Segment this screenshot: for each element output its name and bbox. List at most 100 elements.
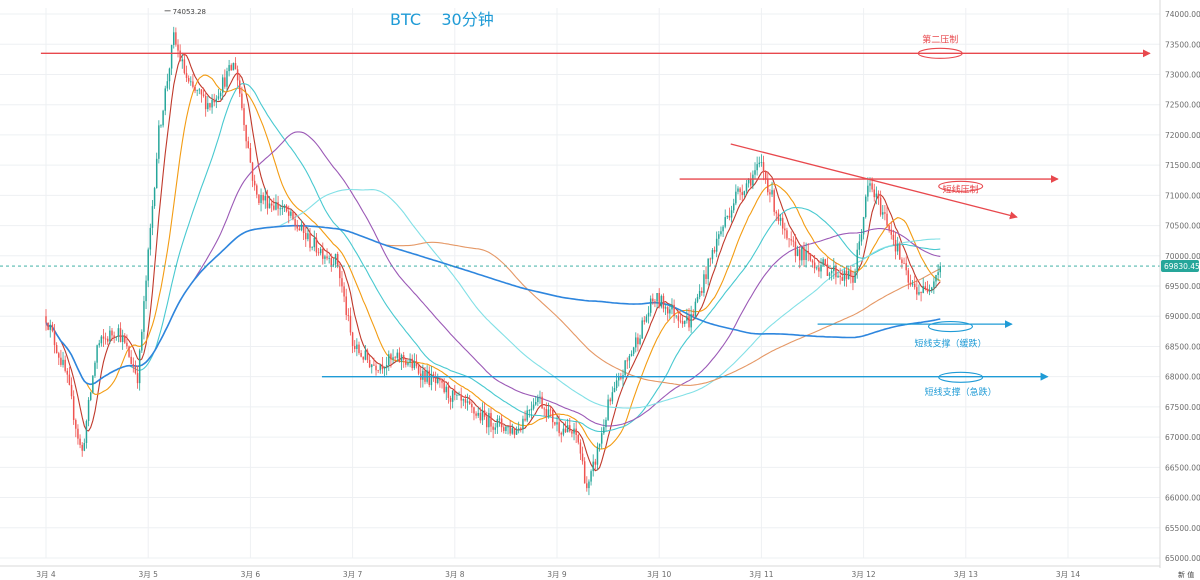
candle[interactable] bbox=[300, 219, 303, 232]
candle[interactable] bbox=[666, 305, 669, 321]
candle[interactable] bbox=[471, 401, 473, 414]
candle[interactable] bbox=[579, 439, 582, 460]
candle[interactable] bbox=[319, 246, 322, 256]
candle[interactable] bbox=[554, 421, 556, 426]
candle[interactable] bbox=[215, 95, 218, 109]
candle[interactable] bbox=[532, 398, 535, 411]
candle[interactable] bbox=[349, 307, 352, 336]
candle[interactable] bbox=[211, 94, 213, 114]
candle[interactable] bbox=[779, 214, 782, 226]
candle[interactable] bbox=[583, 457, 586, 484]
candle[interactable] bbox=[530, 401, 533, 419]
candle[interactable] bbox=[72, 390, 75, 425]
candle[interactable] bbox=[899, 241, 901, 260]
candle[interactable] bbox=[356, 338, 358, 357]
candle[interactable] bbox=[298, 225, 301, 231]
candle[interactable] bbox=[771, 181, 773, 197]
candle[interactable] bbox=[658, 288, 660, 309]
candle[interactable] bbox=[460, 387, 462, 409]
candle[interactable] bbox=[509, 420, 511, 436]
candle[interactable] bbox=[68, 366, 71, 386]
candle[interactable] bbox=[185, 65, 188, 82]
candle[interactable] bbox=[916, 279, 918, 301]
candle[interactable] bbox=[217, 88, 220, 101]
candle[interactable] bbox=[441, 378, 443, 389]
candle[interactable] bbox=[639, 334, 641, 346]
candle[interactable] bbox=[134, 360, 137, 375]
candle[interactable] bbox=[556, 416, 558, 432]
candle[interactable] bbox=[524, 410, 526, 422]
candle[interactable] bbox=[383, 366, 386, 378]
candle[interactable] bbox=[381, 356, 384, 374]
candle[interactable] bbox=[522, 415, 524, 434]
candle[interactable] bbox=[445, 384, 448, 400]
candle[interactable] bbox=[145, 275, 147, 310]
candle[interactable] bbox=[637, 333, 639, 352]
candle[interactable] bbox=[911, 280, 914, 287]
candle[interactable] bbox=[443, 378, 445, 394]
candle[interactable] bbox=[332, 258, 335, 268]
candle[interactable] bbox=[758, 156, 761, 168]
candle[interactable] bbox=[419, 367, 422, 388]
candle[interactable] bbox=[415, 354, 418, 369]
candle[interactable] bbox=[264, 188, 267, 209]
candle[interactable] bbox=[409, 353, 411, 368]
candle[interactable] bbox=[686, 308, 688, 324]
candle[interactable] bbox=[251, 161, 254, 188]
candle[interactable] bbox=[405, 358, 407, 368]
candle[interactable] bbox=[711, 248, 714, 264]
candle[interactable] bbox=[505, 425, 507, 435]
candle[interactable] bbox=[577, 433, 580, 445]
candle[interactable] bbox=[138, 348, 141, 391]
candle[interactable] bbox=[798, 246, 801, 269]
candle[interactable] bbox=[437, 373, 439, 385]
candle[interactable] bbox=[830, 267, 833, 281]
candle[interactable] bbox=[83, 438, 86, 452]
candle[interactable] bbox=[741, 184, 743, 202]
candle[interactable] bbox=[219, 90, 222, 100]
candle[interactable] bbox=[730, 205, 733, 223]
candle[interactable] bbox=[98, 339, 100, 348]
candle[interactable] bbox=[283, 204, 286, 212]
candle[interactable] bbox=[781, 213, 784, 235]
candle[interactable] bbox=[160, 124, 162, 128]
candle[interactable] bbox=[807, 243, 809, 262]
candle[interactable] bbox=[341, 270, 343, 293]
candle[interactable] bbox=[360, 350, 362, 358]
candle[interactable] bbox=[854, 268, 856, 283]
candle[interactable] bbox=[449, 395, 452, 410]
candle[interactable] bbox=[607, 394, 609, 422]
candle[interactable] bbox=[645, 314, 648, 323]
candle[interactable] bbox=[773, 188, 775, 216]
candle[interactable] bbox=[643, 316, 646, 325]
candle[interactable] bbox=[411, 354, 413, 371]
candle[interactable] bbox=[545, 402, 548, 422]
candle[interactable] bbox=[720, 226, 722, 237]
candle[interactable] bbox=[454, 385, 456, 401]
candle[interactable] bbox=[809, 253, 812, 262]
candle[interactable] bbox=[600, 427, 603, 449]
candle[interactable] bbox=[417, 363, 420, 376]
candle[interactable] bbox=[55, 342, 58, 354]
candle[interactable] bbox=[611, 386, 614, 405]
candle[interactable] bbox=[788, 238, 790, 248]
candle[interactable] bbox=[96, 344, 98, 369]
candle[interactable] bbox=[549, 406, 552, 417]
candle[interactable] bbox=[458, 391, 460, 396]
candle[interactable] bbox=[147, 247, 149, 288]
candle[interactable] bbox=[784, 222, 786, 239]
candle[interactable] bbox=[277, 195, 279, 216]
candle[interactable] bbox=[569, 417, 571, 433]
candle[interactable] bbox=[626, 357, 629, 369]
candle[interactable] bbox=[66, 368, 69, 383]
candle[interactable] bbox=[867, 177, 869, 202]
candle[interactable] bbox=[375, 362, 377, 376]
candle[interactable] bbox=[339, 262, 341, 287]
candle[interactable] bbox=[767, 171, 769, 196]
candle[interactable] bbox=[153, 186, 156, 209]
candle[interactable] bbox=[671, 298, 673, 315]
candle[interactable] bbox=[213, 93, 215, 107]
candle[interactable] bbox=[875, 186, 878, 205]
candle[interactable] bbox=[764, 170, 767, 184]
candle[interactable] bbox=[390, 352, 392, 368]
